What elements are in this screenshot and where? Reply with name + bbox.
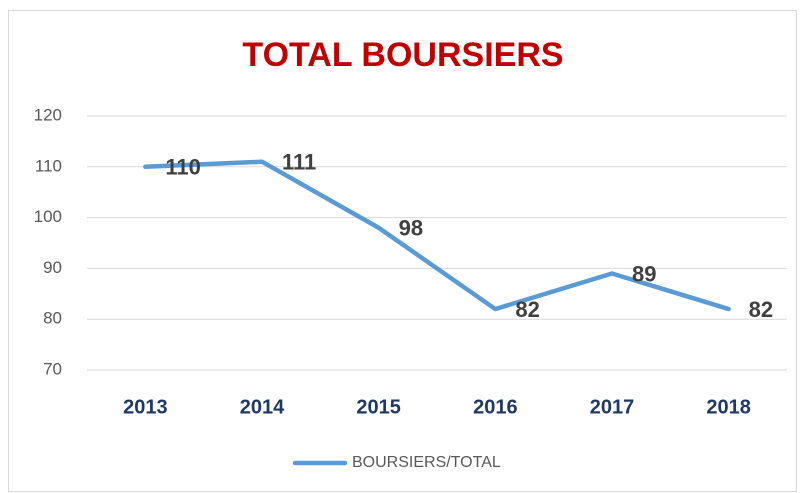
x-tick-label: 2015 (356, 396, 401, 418)
data-label: 82 (749, 297, 773, 322)
x-tick-label: 2018 (706, 396, 751, 418)
data-label: 89 (632, 261, 656, 286)
data-label: 111 (282, 150, 316, 175)
y-tick-label: 90 (43, 258, 62, 277)
data-label: 98 (399, 216, 423, 241)
legend-label: BOURSIERS/TOTAL (352, 454, 501, 471)
x-tick-label: 2017 (590, 396, 635, 418)
chart-border (8, 10, 797, 492)
series-line (143, 159, 731, 312)
y-tick-label: 80 (43, 309, 62, 328)
x-tick-label: 2013 (123, 396, 168, 418)
chart-title: TOTAL BOURSIERS (242, 36, 563, 74)
x-tick-label: 2014 (240, 396, 285, 418)
y-tick-label: 110 (35, 156, 62, 175)
y-tick-label: 70 (43, 359, 62, 378)
y-tick-label: 120 (34, 105, 62, 124)
x-tick-label: 2016 (473, 396, 518, 418)
data-label: 110 (165, 155, 201, 180)
y-tick-label: 100 (34, 207, 62, 226)
data-label: 82 (515, 297, 539, 322)
